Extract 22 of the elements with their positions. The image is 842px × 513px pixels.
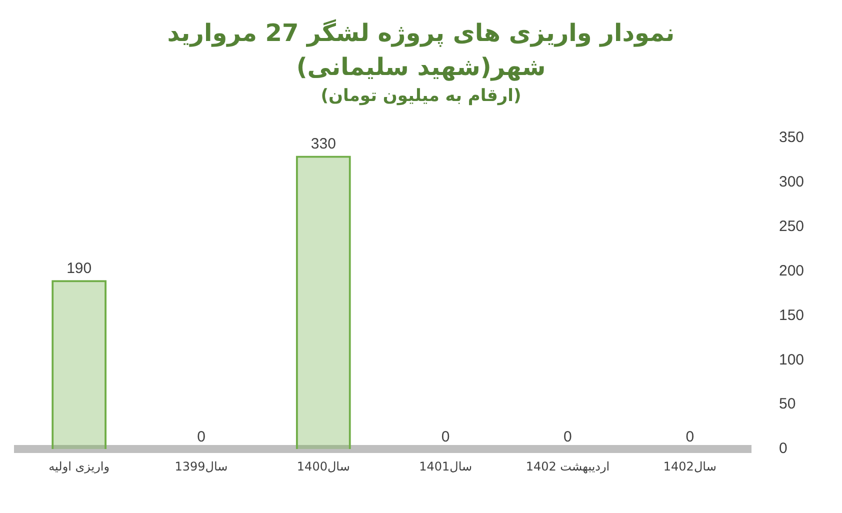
x-tick-label: واریزی اولیه <box>48 459 110 474</box>
data-label: 330 <box>310 135 336 152</box>
y-tick-label: 200 <box>778 262 804 280</box>
y-tick-label: 300 <box>778 174 804 191</box>
data-label: 0 <box>564 428 572 446</box>
y-tick-label: 50 <box>778 396 796 413</box>
data-label: 0 <box>197 428 206 446</box>
x-tick-label: سال1399 <box>174 459 228 474</box>
y-tick-label: 100 <box>778 351 804 368</box>
x-tick-label: سال1400 <box>296 459 350 474</box>
data-label: 0 <box>686 428 694 446</box>
x-tick-label: سال1402 <box>663 459 716 474</box>
y-tick-label: 150 <box>778 306 804 324</box>
chart-subtitle: (ارقام به میلیون تومان) <box>320 85 522 108</box>
y-tick-label: 0 <box>778 440 788 458</box>
chart-title: نمودار واریزی های پروژه لشگر 27 مروارید شهر(شهید سلیمانی) <box>166 18 676 83</box>
y-tick-label: 350 <box>778 129 804 146</box>
x-tick-label: سال1401 <box>419 459 472 474</box>
data-label: 190 <box>66 260 92 277</box>
x-tick-label: اردیبهشت 1402 <box>526 459 610 474</box>
data-label: 0 <box>441 428 450 446</box>
y-tick-label: 250 <box>778 218 804 235</box>
